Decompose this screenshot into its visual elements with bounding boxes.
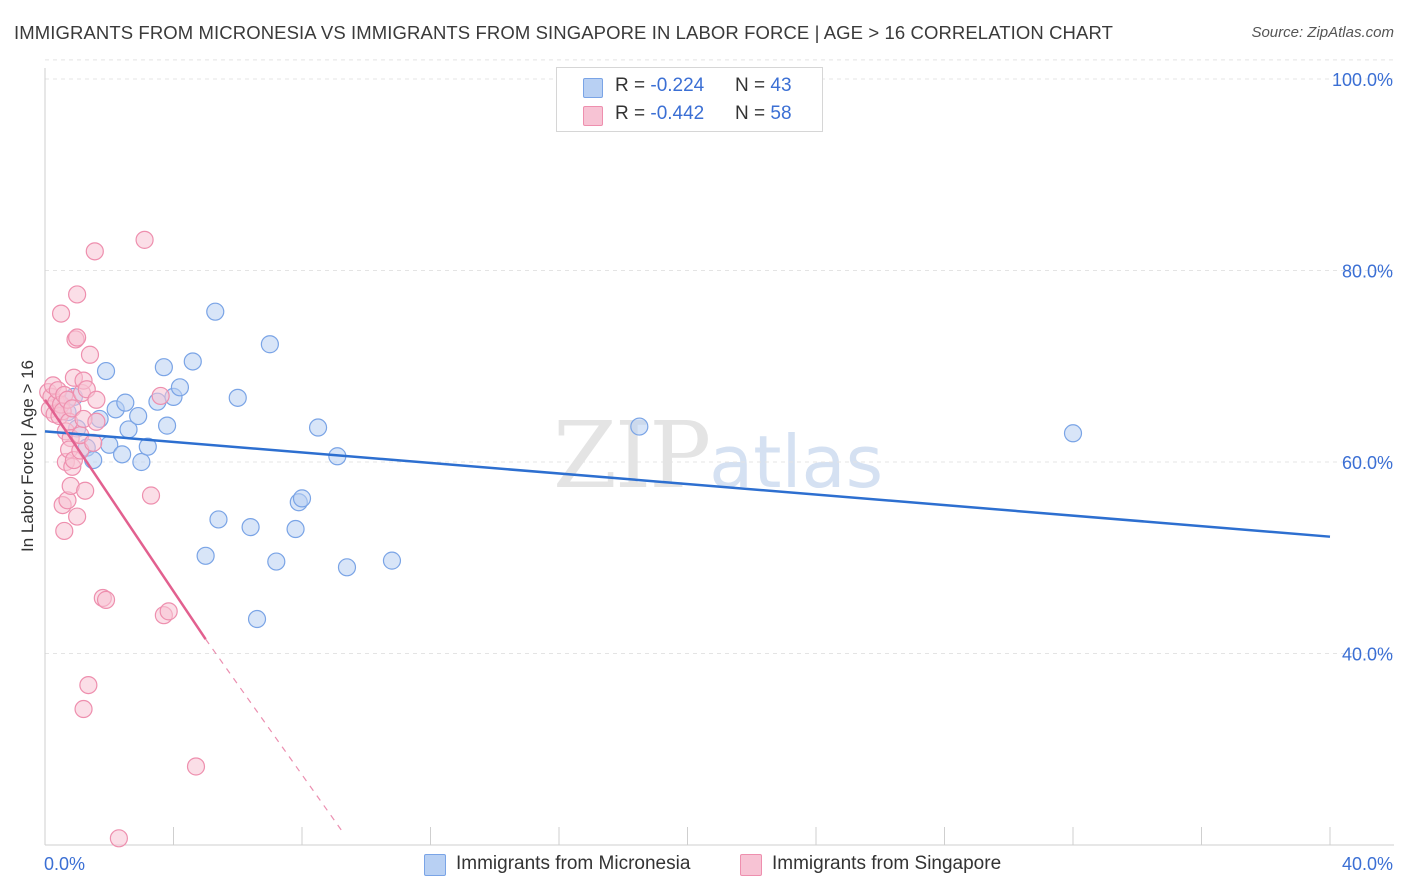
point-singapore: [55, 521, 74, 541]
legend-r-label: R =: [615, 103, 651, 124]
legend-n: N = 43: [735, 75, 792, 97]
point-micronesia: [267, 552, 286, 571]
point-micronesia: [170, 378, 190, 397]
point-micronesia: [286, 519, 305, 539]
legend-swatch-micronesia: [424, 854, 446, 876]
legend-n-value: 58: [770, 103, 792, 124]
point-micronesia: [157, 416, 177, 435]
point-singapore: [68, 328, 87, 347]
point-singapore: [96, 590, 116, 609]
point-singapore: [141, 486, 161, 505]
point-micronesia: [308, 418, 328, 437]
point-singapore: [74, 699, 93, 719]
point-singapore: [109, 829, 128, 848]
point-micronesia: [630, 417, 649, 436]
point-singapore: [68, 285, 87, 304]
y-tick-label: 60.0%: [1342, 453, 1393, 473]
legend-row-singapore: R = -0.442 N = 58: [557, 101, 822, 129]
chart-title: IMMIGRANTS FROM MICRONESIA VS IMMIGRANTS…: [14, 22, 1113, 43]
point-micronesia: [247, 609, 267, 629]
point-micronesia: [206, 302, 225, 321]
legend-label-singapore: Immigrants from Singapore: [772, 853, 1002, 874]
point-micronesia: [132, 452, 151, 472]
point-singapore: [68, 507, 87, 526]
point-micronesia: [183, 352, 202, 371]
point-micronesia: [260, 335, 279, 354]
point-micronesia: [292, 489, 312, 508]
legend-row-micronesia: R = -0.224 N = 43: [557, 73, 822, 101]
point-micronesia: [241, 518, 260, 537]
legend-r-value: -0.224: [650, 75, 705, 96]
point-singapore: [135, 230, 154, 249]
legend-r-label: R =: [615, 75, 651, 96]
point-singapore: [159, 602, 178, 621]
chart-source: Source: ZipAtlas.com: [1251, 24, 1394, 41]
watermark-zip: ZIP: [553, 402, 711, 509]
point-singapore: [63, 399, 82, 418]
x-tick-label: 0.0%: [44, 854, 85, 874]
series-legend: Immigrants from Micronesia Immigrants fr…: [0, 851, 1406, 879]
y-axis-label: In Labor Force | Age > 16: [18, 359, 37, 553]
point-micronesia: [228, 388, 247, 407]
trendline-singapore: [43, 399, 207, 640]
y-tick-label: 100.0%: [1332, 70, 1393, 90]
legend-swatch-singapore: [583, 106, 603, 126]
point-singapore: [87, 390, 106, 409]
point-micronesia: [129, 406, 148, 426]
point-singapore: [85, 242, 104, 261]
point-singapore: [80, 345, 100, 364]
legend-r: R = -0.224: [615, 75, 704, 97]
trendline-extension-singapore: [205, 638, 345, 834]
legend-n-label: N =: [735, 75, 771, 96]
legend-swatch-micronesia: [583, 78, 603, 98]
point-micronesia: [382, 551, 402, 570]
point-micronesia: [138, 437, 157, 456]
legend-r: R = -0.442: [615, 103, 704, 125]
point-singapore: [51, 304, 71, 323]
point-singapore: [151, 386, 170, 406]
point-micronesia: [116, 393, 135, 412]
point-micronesia: [337, 558, 357, 577]
trendline-micronesia: [44, 430, 1331, 538]
point-micronesia: [96, 361, 116, 381]
legend-label-micronesia: Immigrants from Micronesia: [456, 853, 691, 874]
point-singapore: [87, 412, 106, 431]
point-singapore: [186, 757, 206, 776]
point-micronesia: [1063, 424, 1083, 443]
point-micronesia: [154, 358, 173, 377]
point-micronesia: [196, 546, 215, 565]
legend-r-value: -0.442: [650, 103, 705, 124]
point-micronesia: [112, 445, 132, 464]
legend-swatch-singapore: [740, 854, 762, 876]
legend-n: N = 58: [735, 103, 792, 125]
legend-n-value: 43: [770, 75, 792, 96]
correlation-legend: R = -0.224 N = 43 R = -0.442 N = 58: [556, 67, 823, 132]
x-tick-label: 40.0%: [1342, 854, 1393, 874]
y-tick-label: 40.0%: [1342, 645, 1393, 665]
point-micronesia: [209, 510, 228, 529]
point-singapore: [79, 675, 98, 695]
legend-n-label: N =: [735, 103, 771, 124]
point-singapore: [76, 481, 95, 500]
y-tick-label: 80.0%: [1342, 262, 1393, 282]
